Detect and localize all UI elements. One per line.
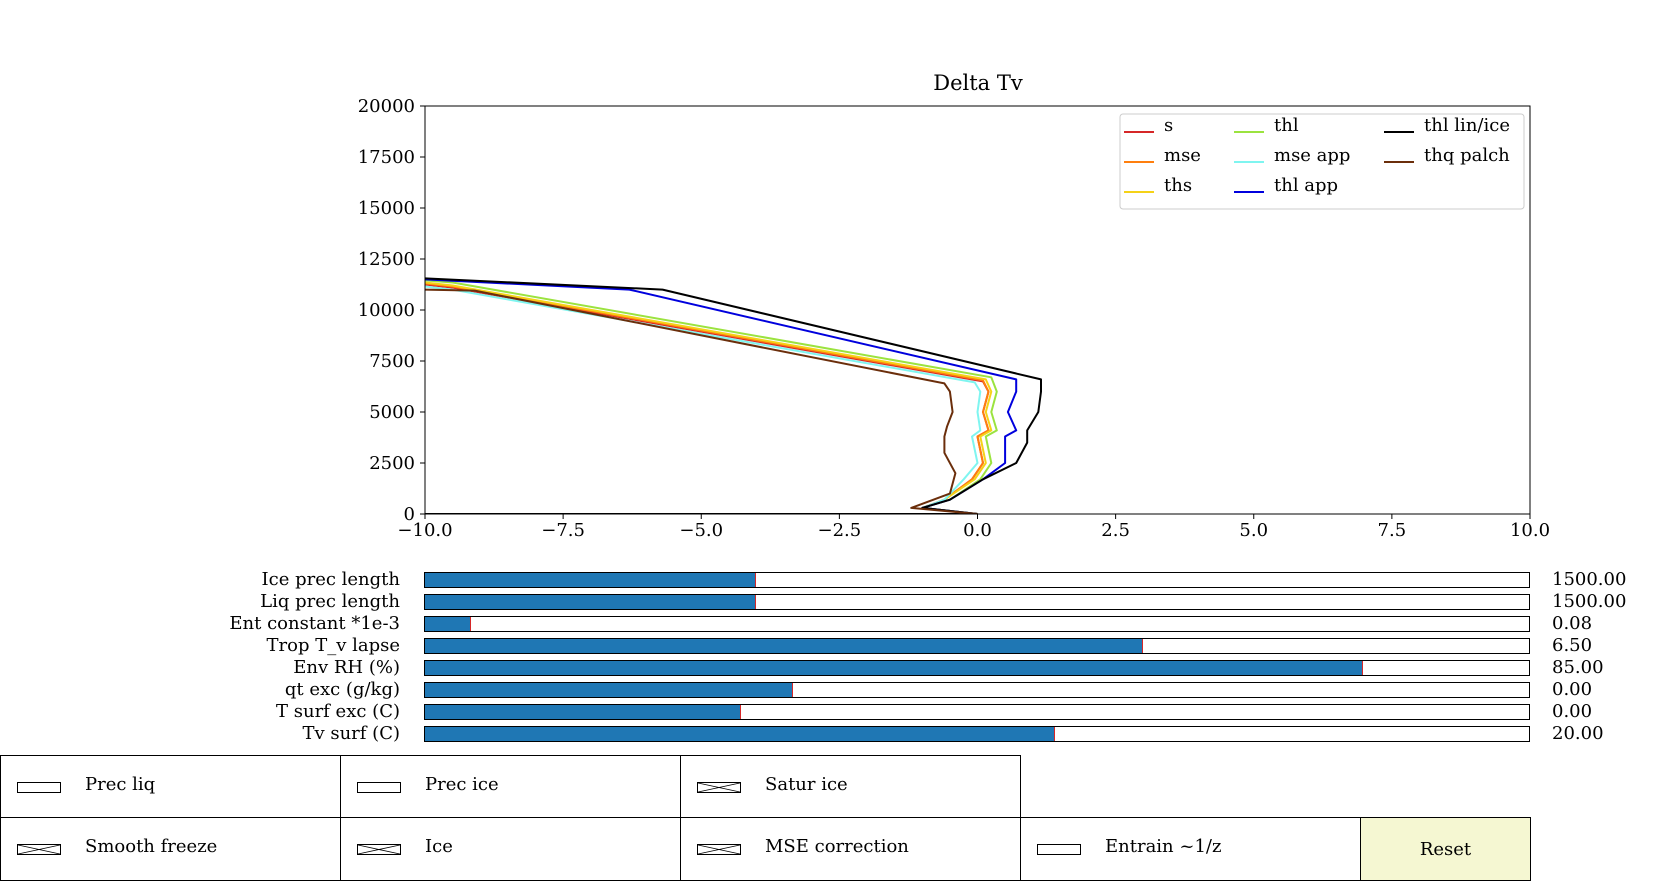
checkbox-option[interactable]: MSE correction	[680, 817, 1021, 881]
slider-fill[interactable]	[425, 639, 1143, 653]
checkbox-option[interactable]: Satur ice	[680, 755, 1021, 819]
slider-track[interactable]	[424, 594, 1530, 610]
x-tick-label: 5.0	[1239, 520, 1268, 541]
slider-track[interactable]	[424, 682, 1530, 698]
legend-label: mse app	[1274, 145, 1350, 166]
legend-label: ths	[1164, 175, 1192, 196]
slider-label: T surf exc (C)	[276, 701, 400, 722]
y-tick-label: 17500	[358, 147, 415, 168]
checkbox-label: Prec ice	[425, 774, 499, 795]
legend: s mse ths thl mse app thl app thl lin/ice thq p…	[1119, 113, 1525, 210]
unchecked-box-icon[interactable]	[1037, 844, 1081, 855]
y-tick-label: 2500	[369, 453, 415, 474]
legend-label: thq palch	[1424, 145, 1510, 166]
slider-value: 0.00	[1552, 701, 1593, 722]
y-tick-label: 15000	[358, 198, 415, 219]
slider-label: Ent constant *1e-3	[229, 613, 400, 634]
slider-fill[interactable]	[425, 573, 757, 587]
slider-value: 0.00	[1552, 679, 1593, 700]
checkbox-label: Smooth freeze	[85, 836, 218, 857]
checkbox-label: MSE correction	[765, 836, 909, 857]
series-line-3	[425, 279, 998, 514]
unchecked-box-icon[interactable]	[17, 782, 61, 793]
x-tick-label: −5.0	[679, 520, 723, 541]
slider-label: Tv surf (C)	[302, 723, 400, 744]
slider-track[interactable]	[424, 572, 1530, 588]
series-line-1	[425, 282, 990, 514]
checked-box-icon[interactable]	[697, 844, 741, 855]
x-tick-label: −2.5	[818, 520, 862, 541]
slider-fill[interactable]	[425, 661, 1364, 675]
slider-value: 1500.00	[1552, 569, 1627, 590]
slider-fill[interactable]	[425, 617, 472, 631]
y-tick-label: 5000	[369, 402, 415, 423]
slider-value: 6.50	[1552, 635, 1593, 656]
reset-button[interactable]: Reset	[1360, 817, 1531, 881]
x-tick-label: 10.0	[1510, 520, 1550, 541]
checkbox-option[interactable]: Entrain ~1/z	[1020, 817, 1361, 881]
y-tick-label: 20000	[358, 96, 415, 117]
series-line-4	[425, 285, 982, 514]
checkbox-label: Satur ice	[765, 774, 848, 795]
checked-box-icon[interactable]	[697, 782, 741, 793]
series-line-7	[425, 288, 978, 514]
delta-tv-chart: Delta Tv −10.0 −7.5 −5.0 −2.5 0.0 2.5 5.0 7.5 10…	[358, 71, 1550, 541]
slider-track[interactable]	[424, 726, 1530, 742]
slider-label: Trop T_v lapse	[266, 635, 401, 656]
x-tick-label: −7.5	[541, 520, 585, 541]
checkbox-label: Ice	[425, 836, 453, 857]
checkbox-label: Prec liq	[85, 774, 156, 795]
y-tick-label: 0	[404, 504, 415, 525]
series-line-2	[425, 281, 993, 514]
y-tick-label: 10000	[358, 300, 415, 321]
unchecked-box-icon[interactable]	[357, 782, 401, 793]
legend-label: thl lin/ice	[1424, 115, 1510, 136]
y-tick-label: 7500	[369, 351, 415, 372]
x-tick-label: 2.5	[1101, 520, 1130, 541]
slider-value: 1500.00	[1552, 591, 1627, 612]
slider-value: 0.08	[1552, 613, 1593, 634]
checkbox-option[interactable]: Ice	[340, 817, 681, 881]
series-line-0	[425, 283, 990, 514]
chart-title: Delta Tv	[933, 71, 1023, 95]
checkbox-option[interactable]: Smooth freeze	[0, 817, 341, 881]
legend-label: s	[1164, 115, 1173, 136]
legend-label: thl app	[1274, 175, 1338, 196]
slider-track[interactable]	[424, 660, 1530, 676]
slider-fill[interactable]	[425, 683, 793, 697]
slider-track[interactable]	[424, 616, 1530, 632]
x-tick-label: 7.5	[1378, 520, 1407, 541]
checkbox-option[interactable]: Prec ice	[340, 755, 681, 819]
series-line-5	[425, 278, 1018, 514]
slider-value: 85.00	[1552, 657, 1604, 678]
series-line-6	[425, 277, 1042, 514]
legend-label: thl	[1274, 115, 1299, 136]
x-tick-label: −10.0	[397, 520, 452, 541]
checkbox-label: Entrain ~1/z	[1105, 836, 1222, 857]
slider-label: Env RH (%)	[293, 657, 400, 678]
slider-fill[interactable]	[425, 727, 1056, 741]
checked-box-icon[interactable]	[357, 844, 401, 855]
checkbox-option[interactable]: Prec liq	[0, 755, 341, 819]
slider-fill[interactable]	[425, 595, 757, 609]
legend-label: mse	[1164, 145, 1201, 166]
slider-label: qt exc (g/kg)	[284, 679, 400, 700]
slider-track[interactable]	[424, 704, 1530, 720]
slider-label: Ice prec length	[261, 569, 401, 590]
checked-box-icon[interactable]	[17, 844, 61, 855]
slider-label: Liq prec length	[260, 591, 400, 612]
y-tick-label: 12500	[358, 249, 415, 270]
slider-fill[interactable]	[425, 705, 741, 719]
legend-frame	[1119, 113, 1525, 210]
slider-value: 20.00	[1552, 723, 1604, 744]
x-tick-label: 0.0	[963, 520, 992, 541]
slider-track[interactable]	[424, 638, 1530, 654]
